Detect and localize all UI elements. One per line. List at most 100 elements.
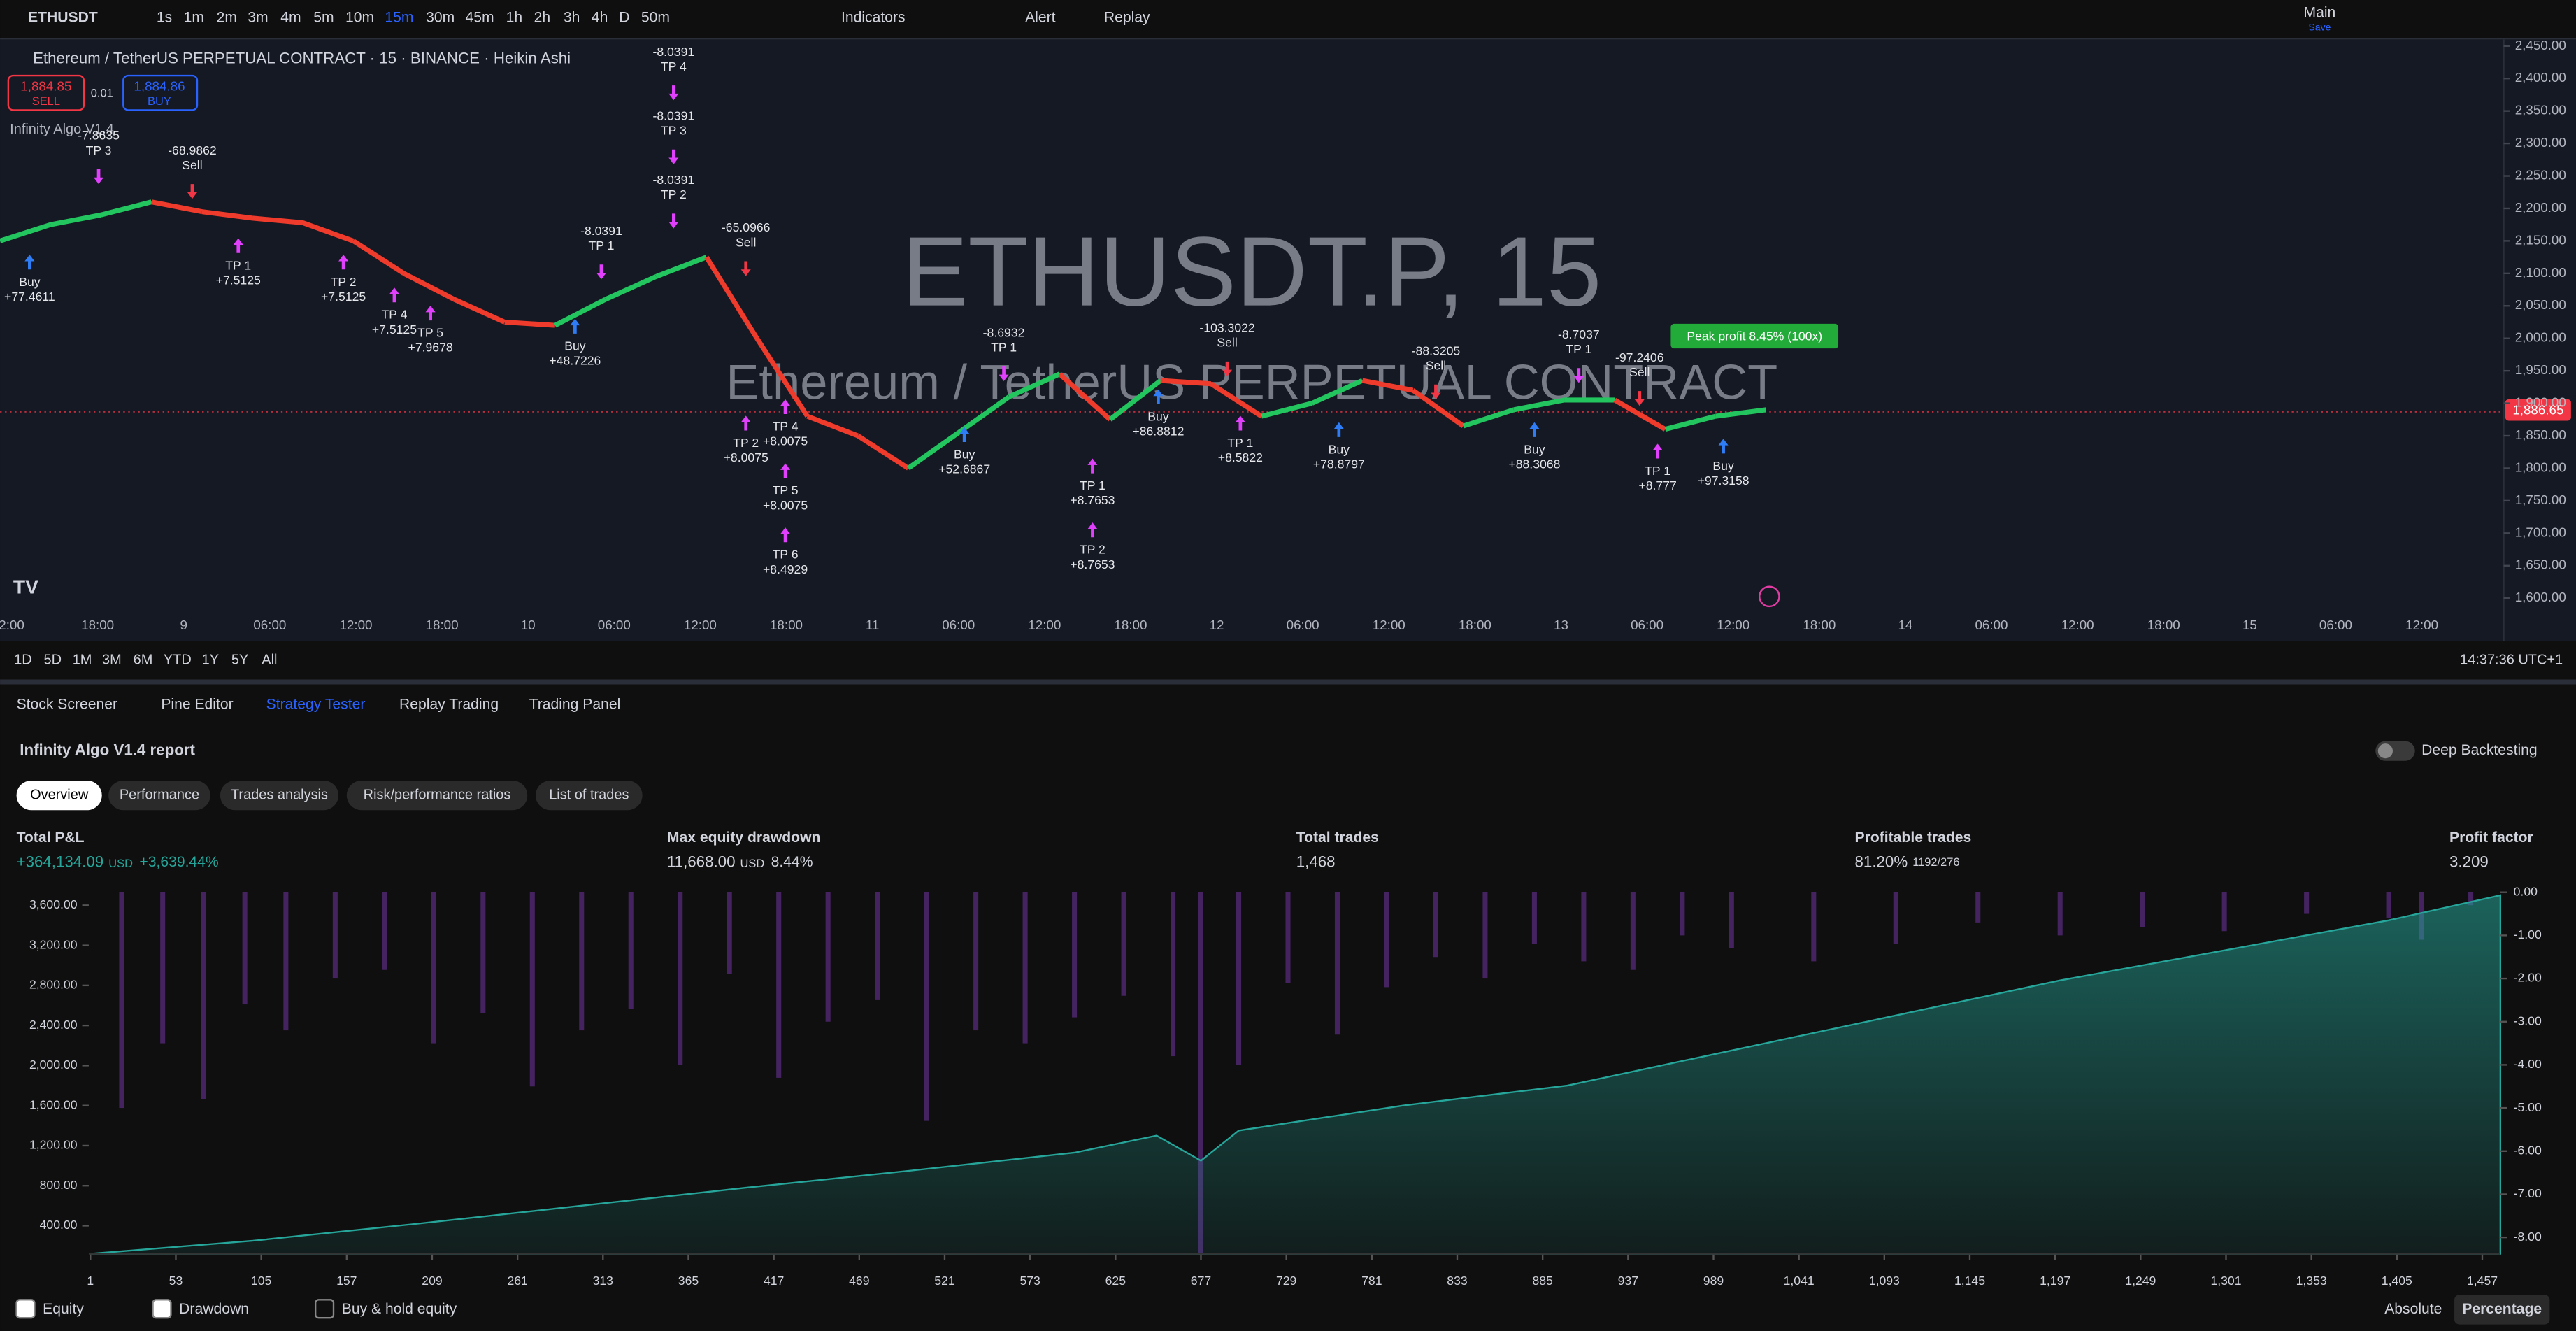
time-tick-label: 9: [180, 618, 187, 632]
range-button[interactable]: 1M: [73, 653, 92, 668]
layout-save[interactable]: Save: [2308, 22, 2331, 33]
interval[interactable]: 30m: [426, 9, 455, 25]
y2-tick-label: -3.00: [2514, 1013, 2542, 1027]
price-segment: [301, 220, 355, 243]
signal-label: TP 1: [1645, 464, 1670, 478]
signal-label: +88.3068: [1508, 457, 1560, 471]
signal-arrow: [1529, 422, 1540, 437]
price-segment: [504, 319, 556, 328]
interval[interactable]: 10m: [345, 9, 374, 25]
symbol[interactable]: ETHUSDT: [28, 9, 98, 25]
price-segment: [1613, 397, 1667, 432]
x-tick-label: 313: [593, 1274, 614, 1288]
time-tick-label: 2:00: [0, 618, 24, 632]
signal-arrow: [959, 427, 970, 442]
signal-label: +8.0075: [763, 498, 808, 512]
indicators-button[interactable]: Indicators: [841, 9, 906, 25]
interval[interactable]: 1m: [184, 9, 204, 25]
range-button[interactable]: 5Y: [231, 653, 248, 668]
drawdown-bar: [1680, 892, 1685, 936]
panel-tab[interactable]: Strategy Tester: [266, 696, 366, 712]
metric-extra: 1192/276: [1912, 856, 1959, 869]
checkbox[interactable]: [152, 1299, 172, 1319]
interval[interactable]: 4h: [592, 9, 608, 25]
interval[interactable]: 50m: [641, 9, 670, 25]
metric-extra: +3,639.44%: [139, 854, 219, 870]
drawdown-bar: [1236, 892, 1242, 1065]
signal-arrow: [740, 261, 751, 276]
drawdown-bar: [2140, 892, 2145, 927]
signal-label: +7.9678: [408, 341, 453, 355]
symbol-legend: Ethereum / TetherUS PERPETUAL CONTRACT ·…: [33, 49, 571, 66]
legend-label[interactable]: Buy & hold equity: [342, 1301, 457, 1317]
range-button[interactable]: 1Y: [202, 653, 219, 668]
panel-tab[interactable]: Replay Trading: [399, 696, 499, 712]
drawdown-bar: [1893, 892, 1898, 944]
signal-arrow: [668, 213, 679, 229]
drawdown-bar: [776, 892, 782, 1078]
alert-button[interactable]: Alert: [1025, 9, 1056, 25]
equity-area: [90, 894, 2502, 1255]
mode-button[interactable]: Percentage: [2462, 1301, 2542, 1317]
subtab[interactable]: Risk/performance ratios: [364, 787, 511, 802]
icon: [1759, 585, 1780, 608]
panel-tab[interactable]: Stock Screener: [17, 696, 117, 712]
interval[interactable]: 3h: [564, 9, 580, 25]
price-tick-label: 1,900.00: [2515, 395, 2566, 410]
mode-button[interactable]: Absolute: [2384, 1301, 2442, 1317]
drawdown-bar: [1482, 892, 1488, 979]
buy-button[interactable]: [122, 74, 199, 111]
price-tick-label: 1,700.00: [2515, 525, 2566, 539]
subtab[interactable]: Trades analysis: [231, 787, 328, 802]
subtab-bg[interactable]: [108, 780, 210, 811]
interval[interactable]: 3m: [248, 9, 268, 25]
subtab-active[interactable]: [16, 780, 102, 811]
interval[interactable]: 5m: [313, 9, 334, 25]
metric-label: Profitable trades: [1855, 830, 1972, 846]
interval[interactable]: D: [619, 9, 629, 25]
indicator-label: Infinity Algo V1.4: [10, 122, 114, 137]
legend-label[interactable]: Drawdown: [179, 1301, 249, 1317]
interval[interactable]: 2h: [534, 9, 551, 25]
checkbox[interactable]: [314, 1299, 335, 1319]
drawdown-bar: [875, 892, 880, 1000]
range-button[interactable]: YTD: [164, 653, 192, 668]
range-button[interactable]: 5D: [44, 653, 62, 668]
interval[interactable]: 2m: [217, 9, 237, 25]
mode-active[interactable]: [2454, 1295, 2550, 1325]
interval[interactable]: 1h: [506, 9, 523, 25]
subtab-bg[interactable]: [220, 780, 339, 811]
panel-tab[interactable]: Trading Panel: [529, 696, 621, 712]
interval[interactable]: 45m: [466, 9, 494, 25]
checkbox[interactable]: [15, 1299, 36, 1319]
interval[interactable]: 4m: [280, 9, 301, 25]
subtab[interactable]: List of trades: [549, 787, 629, 802]
drawdown-bar: [332, 892, 338, 979]
layout-name[interactable]: Main: [2304, 4, 2336, 20]
time-tick-label: 06:00: [942, 618, 975, 632]
signal-label: TP 6: [773, 548, 799, 562]
legend-label[interactable]: Equity: [43, 1301, 84, 1317]
range-button[interactable]: 6M: [134, 653, 153, 668]
price-segment: [453, 297, 506, 325]
signal-label: Buy: [1712, 459, 1734, 473]
price-segment: [100, 199, 152, 218]
range-button[interactable]: All: [262, 653, 277, 668]
panel-tab[interactable]: Pine Editor: [161, 696, 233, 712]
signal-label: -97.2406: [1615, 350, 1664, 364]
signal-label: -8.0391: [652, 173, 694, 187]
subtab[interactable]: Overview: [30, 787, 89, 802]
range-button[interactable]: 1D: [14, 653, 32, 668]
sell-button[interactable]: [7, 74, 85, 111]
price-tick-label: 1,600.00: [2515, 590, 2566, 604]
signal-label: +8.777: [1638, 478, 1676, 492]
signal-label: -88.3205: [1412, 343, 1461, 357]
replay-button[interactable]: Replay: [1104, 9, 1150, 25]
subtab[interactable]: Performance: [120, 787, 199, 802]
interval[interactable]: 15m: [385, 9, 413, 25]
subtab-bg[interactable]: [535, 780, 643, 811]
range-button[interactable]: 3M: [102, 653, 122, 668]
interval[interactable]: 1s: [157, 9, 172, 25]
subtab-bg[interactable]: [346, 780, 528, 811]
